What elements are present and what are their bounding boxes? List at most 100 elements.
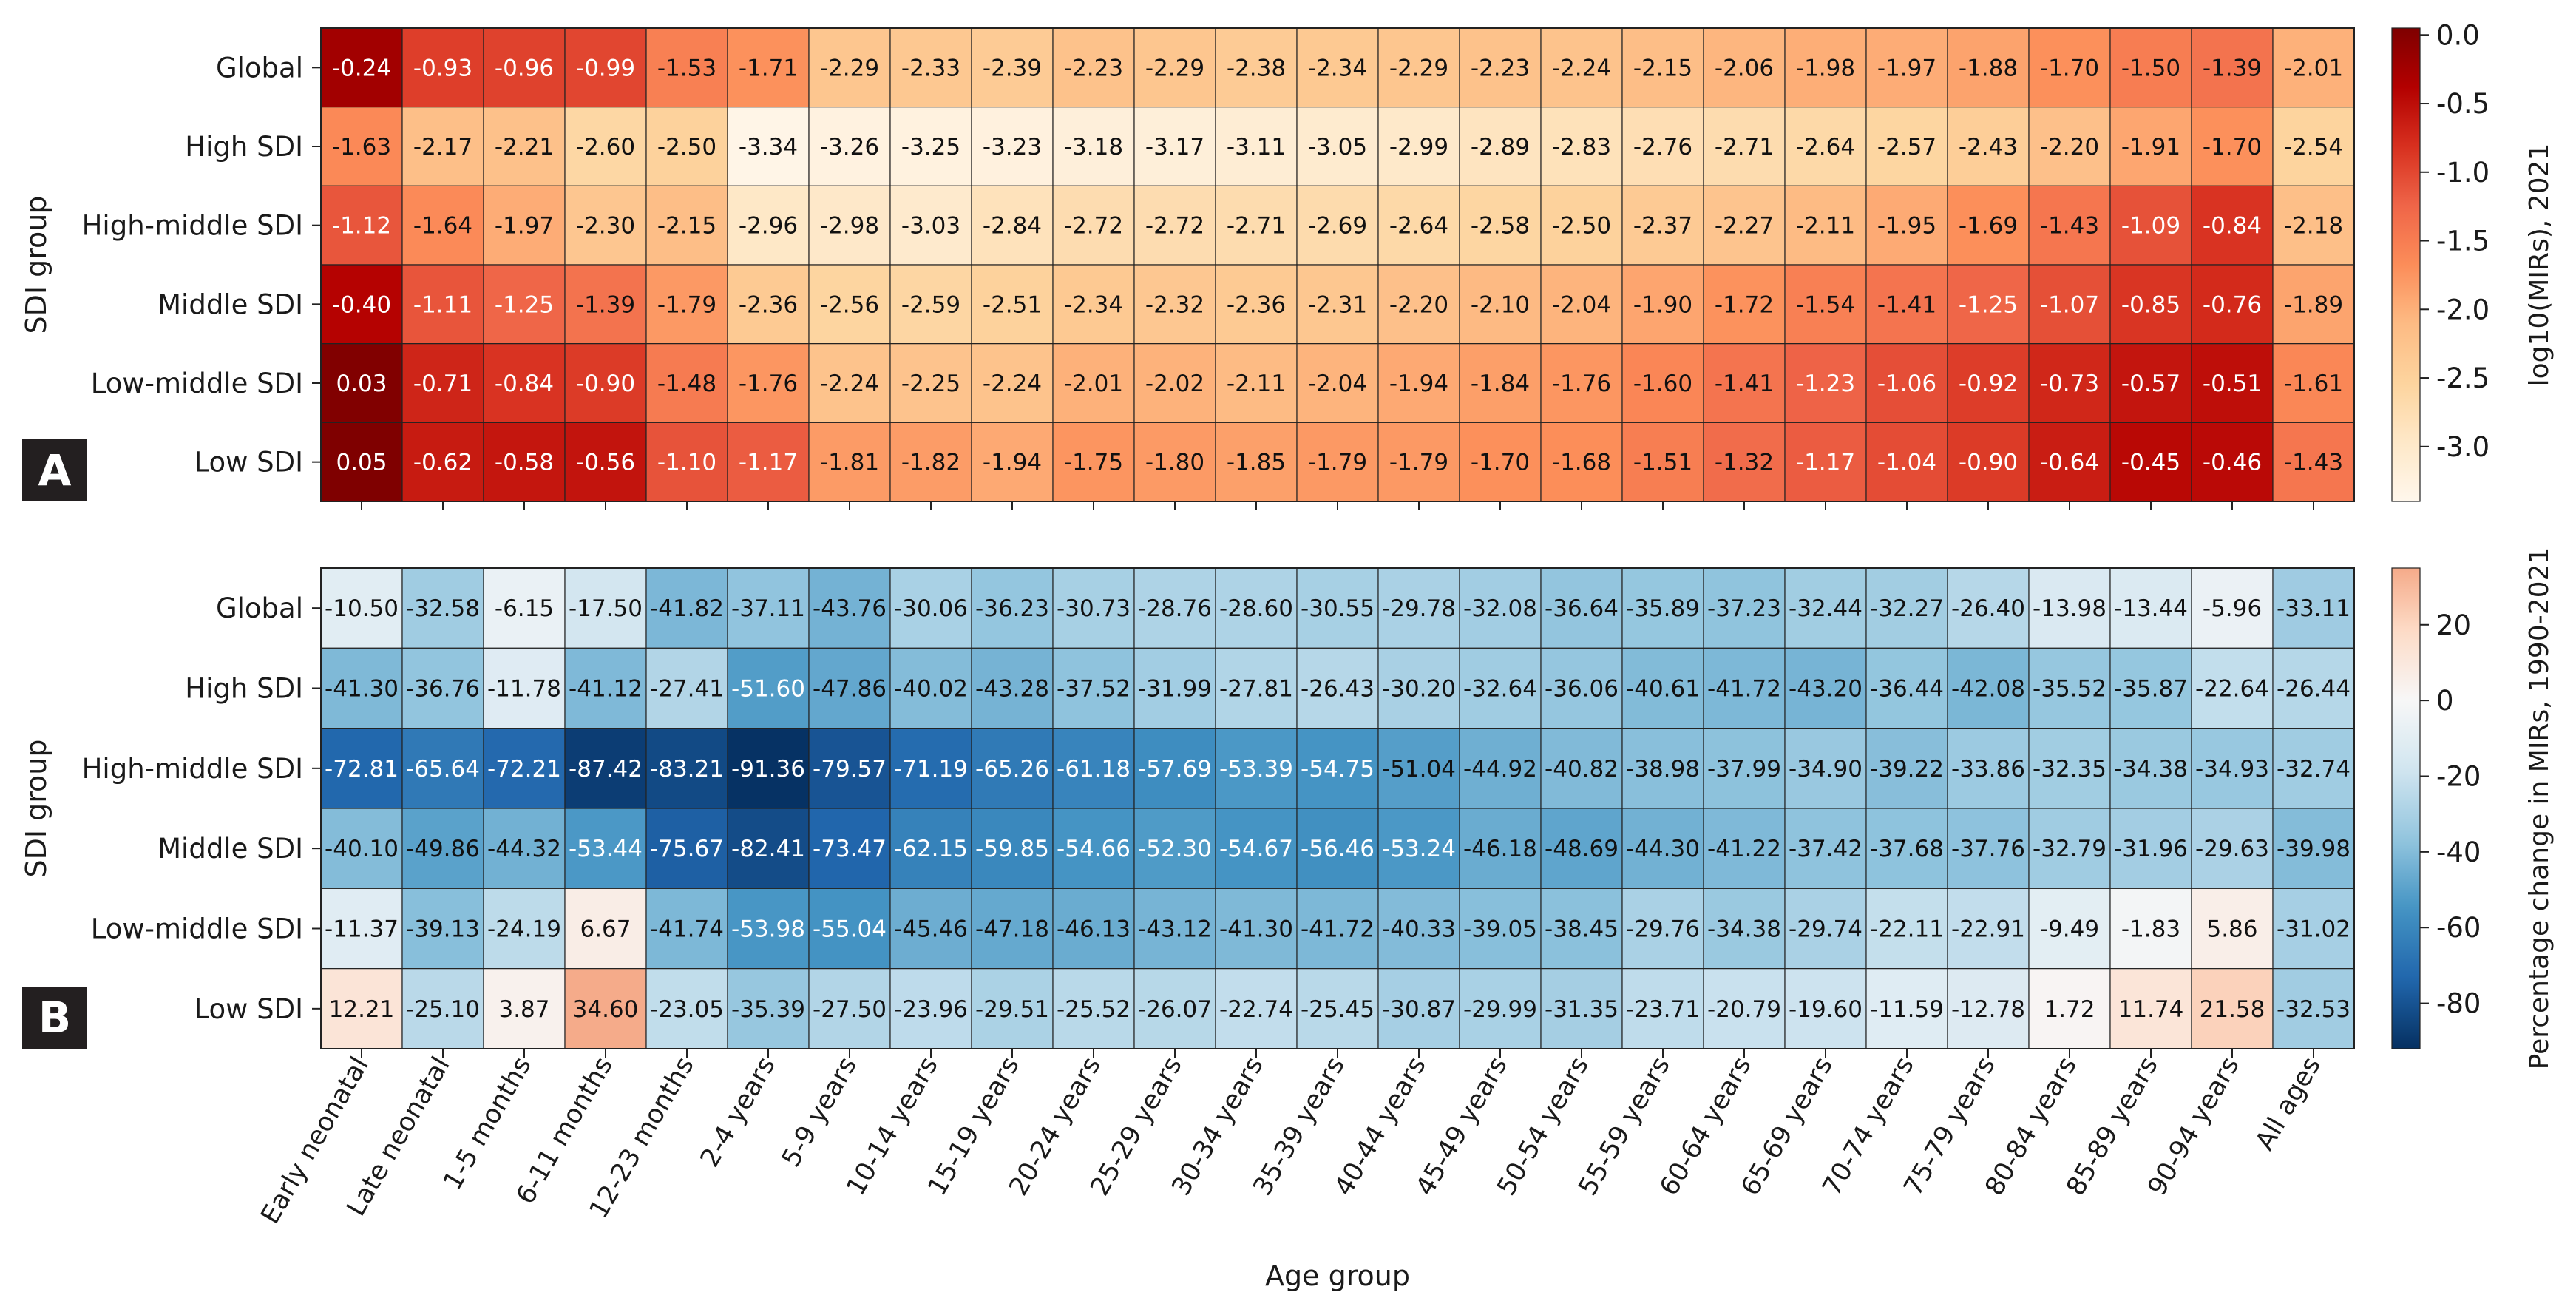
cell-value-label: -23.96: [894, 996, 968, 1023]
cell-value-label: -1.88: [1959, 55, 2018, 81]
heatmap-cell: [1703, 107, 1786, 186]
cell-value-label: -2.04: [1552, 291, 1611, 318]
cell-value-label: -2.72: [1145, 213, 1204, 240]
cell-value-label: -41.30: [325, 676, 399, 703]
cell-value-label: -1.09: [2121, 213, 2180, 240]
panel-label: B: [38, 993, 71, 1043]
heatmap-cell: [2191, 27, 2274, 108]
heatmap-cell: [645, 264, 728, 345]
heatmap-cell: [2028, 343, 2111, 423]
cell-value-label: -32.74: [2277, 756, 2350, 782]
cell-value-label: -13.98: [2033, 595, 2106, 622]
cell-value-label: -44.30: [1626, 836, 1700, 862]
cell-value-label: -1.60: [1633, 371, 1692, 397]
heatmap-cell: [2272, 968, 2355, 1049]
heatmap-cell: [808, 343, 891, 423]
heatmap-cell: [2028, 27, 2111, 108]
cell-value-label: -36.06: [1545, 676, 1619, 703]
heatmap-cell: [727, 647, 810, 729]
heatmap-cell: [1947, 888, 2030, 970]
cell-value-label: -1.90: [1633, 291, 1692, 318]
cell-value-label: -59.85: [975, 836, 1049, 862]
heatmap-cell: [2272, 107, 2355, 186]
cell-value-label: -2.99: [1389, 134, 1448, 160]
heatmap-cell: [1947, 264, 2030, 345]
cell-value-label: 21.58: [2200, 996, 2265, 1023]
heatmap-cell: [1296, 647, 1379, 729]
cell-value-label: -2.18: [2284, 213, 2343, 240]
cell-value-label: -37.76: [1951, 836, 2025, 862]
colorbar-tick-label: -40: [2436, 836, 2481, 868]
heatmap-cell: [1215, 567, 1298, 649]
cell-value-label: -1.70: [1471, 450, 1530, 476]
cell-value-label: -40.61: [1626, 676, 1700, 703]
cell-value-label: -33.86: [1951, 756, 2025, 782]
heatmap-cell: [320, 264, 403, 345]
heatmap-cell: [1947, 107, 2030, 186]
cell-value-label: -0.57: [2121, 371, 2180, 397]
heatmap-cell: [1052, 264, 1135, 345]
cell-value-label: -34.38: [1707, 916, 1781, 943]
heatmap-cell: [1621, 264, 1704, 345]
cell-value-label: -56.46: [1301, 836, 1375, 862]
cell-value-label: -82.41: [731, 836, 805, 862]
heatmap-cell: [1703, 422, 1786, 502]
cell-value-label: -47.86: [813, 676, 887, 703]
cell-value-label: -1.69: [1959, 213, 2018, 240]
heatmap-cell: [2272, 808, 2355, 889]
heatmap-cell: [2028, 185, 2111, 266]
cell-value-label: -27.41: [650, 676, 724, 703]
heatmap-cell: [1865, 343, 1948, 423]
heatmap-cell: [727, 185, 810, 266]
heatmap-cell: [1784, 107, 1867, 186]
cell-value-label: -1.79: [1389, 450, 1448, 476]
heatmap-cell: [1377, 567, 1460, 649]
row-label: High SDI: [185, 673, 303, 705]
heatmap-cell: [889, 647, 972, 729]
cell-value-label: -3.03: [901, 213, 960, 240]
heatmap-cell: [2272, 888, 2355, 970]
heatmap-cell: [2028, 647, 2111, 729]
cell-value-label: -2.10: [1471, 291, 1530, 318]
heatmap-cell: [727, 728, 810, 809]
heatmap-cell: [1052, 185, 1135, 266]
heatmap-cell: [1865, 808, 1948, 889]
cell-value-label: -34.90: [1789, 756, 1862, 782]
cell-value-label: -45.46: [894, 916, 968, 943]
heatmap-cell: [1540, 264, 1623, 345]
cell-value-label: -2.23: [1471, 55, 1530, 81]
colorbar-tick-label: 20: [2436, 609, 2471, 641]
cell-value-label: 0.03: [336, 371, 387, 397]
cell-value-label: -51.04: [1382, 756, 1456, 782]
cell-value-label: -29.74: [1789, 916, 1862, 943]
cell-value-label: -41.30: [1219, 916, 1293, 943]
cell-value-label: -36.64: [1545, 595, 1619, 622]
cell-value-label: -0.92: [1959, 371, 2018, 397]
heatmap-cell: [1215, 264, 1298, 345]
cell-value-label: -46.13: [1057, 916, 1131, 943]
cell-value-label: -0.71: [413, 371, 472, 397]
cell-value-label: -32.08: [1463, 595, 1537, 622]
cell-value-label: -1.12: [332, 213, 391, 240]
cell-value-label: -51.60: [731, 676, 805, 703]
cell-value-label: -40.82: [1545, 756, 1619, 782]
heatmap-cell: [1296, 808, 1379, 889]
colorbar: [2391, 567, 2421, 1049]
heatmap-cell: [1377, 728, 1460, 809]
cell-value-label: -1.68: [1552, 450, 1611, 476]
heatmap-cell: [2109, 185, 2192, 266]
cell-value-label: -79.57: [813, 756, 887, 782]
heatmap-cell: [564, 27, 647, 108]
heatmap-cell: [1947, 808, 2030, 889]
cell-value-label: -31.99: [1138, 676, 1212, 703]
heatmap-cell: [401, 968, 484, 1049]
heatmap-cell: [483, 27, 566, 108]
y-axis-label: SDI group: [20, 739, 52, 877]
cell-value-label: -72.81: [325, 756, 399, 782]
cell-value-label: -1.23: [1796, 371, 1855, 397]
heatmap-cell: [1540, 888, 1623, 970]
cell-value-label: -1.53: [657, 55, 716, 81]
heatmap-cell: [564, 107, 647, 186]
cell-value-label: -43.28: [975, 676, 1049, 703]
heatmap-cell: [564, 567, 647, 649]
